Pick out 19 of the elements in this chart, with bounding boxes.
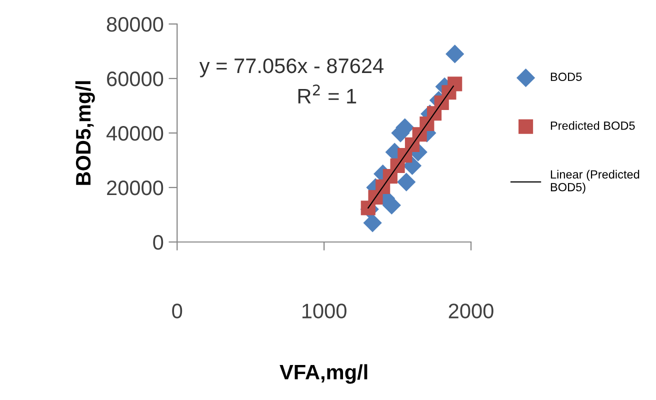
point [363,214,382,232]
x-tick-label: 1000 [302,304,346,318]
y-tick-label: 40000 [106,126,164,141]
point [397,172,416,192]
annotation: y = 77.056x - 87624 [199,58,384,78]
point [446,44,464,64]
y-tick-label: 20000 [107,180,164,196]
y-tick-label: 60000 [107,72,164,86]
y-tick-label: 0 [153,235,164,250]
legend-label: Linear (Predicted BOD5) [550,170,640,194]
point [448,76,462,92]
annotation: R$^{2}$ = 1 [298,84,356,104]
legend-label: Predicted BOD5 [550,121,635,130]
legend-label: BOD5 [550,72,582,82]
x-tick-label: 2000 [448,304,494,318]
x-axis-title: VFA,mg/l [280,364,368,384]
y-tick-label: 80000 [106,17,164,32]
y-axis-title: BOD5,mg/l [75,81,95,185]
x-tick-label: 0 [172,304,182,318]
